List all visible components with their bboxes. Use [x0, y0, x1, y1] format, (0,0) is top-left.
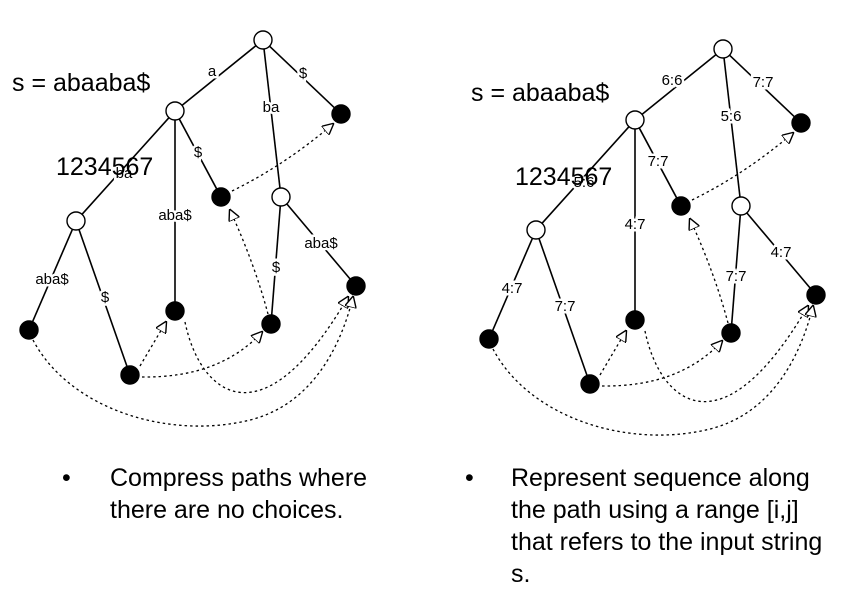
right-edge-label-a_dollar: 7:7 — [648, 153, 669, 170]
left-edge-a_ba — [81, 117, 170, 215]
right-edge-label-ba_dollar: 7:7 — [726, 268, 747, 285]
right-suffix-link-aba-to-ba — [690, 219, 729, 324]
right-node-root-internal — [713, 39, 733, 59]
right-edge-a_dollar — [638, 127, 678, 199]
left-string-equation: s = abaaba$ — [12, 69, 151, 97]
left-edge-label-a_dollar: $ — [194, 144, 203, 161]
right-node-l3-leaf — [625, 310, 645, 330]
right-suffix-link-dollar-to-dollar — [691, 133, 793, 201]
left-string-indices: 1234567 — [56, 153, 154, 181]
left-bullet-dot: • — [62, 464, 71, 492]
right-string-indices: 1234567 — [515, 163, 613, 191]
left-edge-root_ba — [263, 48, 281, 189]
right-edge-aba_aba — [491, 237, 534, 332]
right-header: s = abaaba$ 1234567 — [471, 23, 612, 219]
left-edge-aba_aba — [31, 228, 74, 323]
right-edge-ba_aba — [746, 212, 811, 289]
right-suffix-link-l2-to-l4 — [601, 341, 722, 387]
right-edge-label-a_aba: 4:7 — [625, 216, 646, 233]
left-edge-label-root_dollar: $ — [299, 65, 308, 82]
right-bullet-text: Represent sequence along the path using … — [511, 464, 823, 588]
left-suffix-link-l3-to-l5 — [184, 297, 348, 394]
left-node-l3-leaf — [165, 301, 185, 321]
left-node-aba-internal — [66, 211, 86, 231]
left-bullet-text: Compress paths where there are no choice… — [110, 464, 368, 524]
left-suffix-tree: aba$baaba$$aba$$$aba$ — [19, 30, 366, 427]
right-edge-root_ba — [723, 57, 741, 198]
left-node-root-internal — [253, 30, 273, 50]
right-node-l5-leaf — [806, 285, 826, 305]
right-node-ba-internal — [731, 196, 751, 216]
left-edge-label-root_ba: ba — [263, 99, 280, 116]
left-suffix-link-l2-to-l4 — [141, 332, 262, 378]
left-edge-label-root_a: a — [208, 63, 217, 80]
right-edge-label-aba_aba: 4:7 — [502, 280, 523, 297]
right-edge-label-root_a: 6:6 — [662, 72, 683, 89]
right-edge-label-a_ba: 5:6 — [574, 174, 595, 191]
right-edge-root_dollar — [728, 54, 796, 118]
right-edge-aba_dollar — [538, 238, 588, 376]
left-edge-label-ba_aba: aba$ — [304, 235, 338, 252]
right-edge-ba_dollar — [730, 214, 742, 325]
left-edge-ba_dollar — [270, 205, 282, 316]
left-node-ba-internal — [271, 187, 291, 207]
right-node-l4-leaf — [721, 323, 741, 343]
right-edge-label-root_dollar: 7:7 — [753, 74, 774, 91]
left-edge-ba_aba — [286, 203, 351, 280]
left-node-d1-leaf — [331, 104, 351, 124]
left-edge-root_a — [181, 45, 257, 106]
right-edge-root_a — [641, 54, 717, 115]
left-node-l2-leaf — [120, 365, 140, 385]
right-node-a-internal — [625, 110, 645, 130]
left-edge-aba_dollar — [78, 229, 128, 367]
left-edge-root_dollar — [268, 45, 336, 109]
right-suffix-link-l2-to-l3 — [599, 331, 626, 376]
right-edge-label-root_ba: 5:6 — [721, 108, 742, 125]
left-suffix-link-aba-to-ba — [230, 210, 269, 315]
left-node-l1-leaf — [19, 320, 39, 340]
left-edge-a_dollar — [178, 118, 218, 190]
right-suffix-tree: 6:6 5:6 7:7 5:6 4:7 7:7 4:7 7:7 7:7 4:7 — [479, 39, 826, 436]
right-edge-label-aba_dollar: 7:7 — [555, 298, 576, 315]
right-node-aba-internal — [526, 220, 546, 240]
left-edge-label-a_aba: aba$ — [158, 207, 192, 224]
left-edge-label-aba_aba: aba$ — [35, 271, 69, 288]
right-suffix-link-l1-to-l5 — [492, 306, 813, 436]
right-node-d2-leaf — [671, 196, 691, 216]
right-string-equation: s = abaaba$ — [471, 79, 610, 107]
right-edge-a_ba — [541, 126, 630, 224]
right-node-l2-leaf — [580, 374, 600, 394]
right-node-d1-leaf — [791, 113, 811, 133]
left-node-l5-leaf — [346, 276, 366, 296]
right-bullet-dot: • — [465, 464, 474, 492]
right-suffix-link-l3-to-l5 — [644, 306, 808, 403]
left-node-d2-leaf — [211, 187, 231, 207]
left-header: s = abaaba$ 1234567 — [12, 13, 153, 209]
left-edge-label-a_ba: ba — [116, 165, 133, 182]
left-edge-label-aba_dollar: $ — [101, 289, 110, 306]
left-node-a-internal — [165, 101, 185, 121]
left-node-l4-leaf — [261, 314, 281, 334]
left-suffix-link-l2-to-l3 — [139, 322, 166, 367]
right-edge-label-ba_aba: 4:7 — [771, 244, 792, 261]
left-edge-label-ba_dollar: $ — [272, 259, 281, 276]
left-suffix-link-l1-to-l5 — [32, 297, 353, 427]
right-node-l1-leaf — [479, 329, 499, 349]
left-suffix-link-dollar-to-dollar — [231, 124, 333, 192]
